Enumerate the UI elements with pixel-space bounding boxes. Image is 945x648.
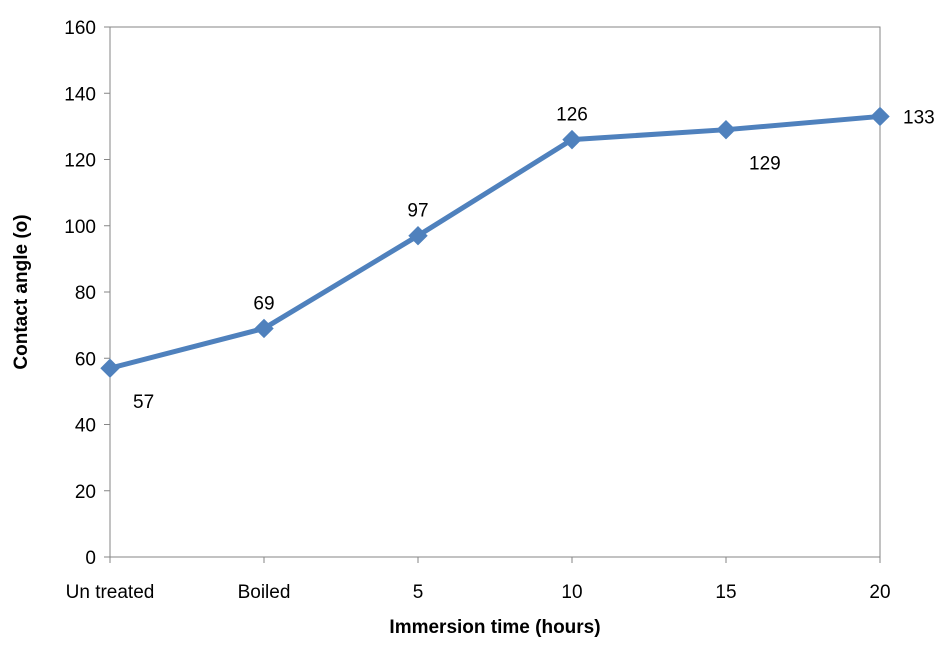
y-axis-title: Contact angle (o) [11,214,32,369]
series-line [109,113,881,371]
y-tick-label: 0 [85,548,96,569]
data-label: 57 [133,392,154,413]
y-tick-label: 160 [64,18,96,39]
data-labels-layer: 57 69 97 126 129 133 [133,105,935,414]
series-layer [100,106,890,378]
x-axis-title: Immersion time (hours) [389,617,600,638]
data-point-marker [870,106,890,127]
data-point-marker [408,225,428,246]
y-axis: 0 20 40 60 80 100 120 140 160 [64,18,110,569]
y-tick-label: 120 [64,151,96,172]
x-tick-label: 15 [715,582,736,603]
data-label: 69 [253,293,274,314]
data-label: 129 [749,154,781,175]
y-tick-label: 80 [75,283,96,304]
data-label: 133 [903,107,935,128]
y-tick-label: 100 [64,217,96,238]
x-tick-label: 5 [413,582,424,603]
y-tick-label: 140 [64,84,96,105]
data-point-marker [254,318,274,339]
x-tick-label: 10 [561,582,582,603]
x-axis: Un treated Boiled 5 10 15 20 [66,557,891,603]
data-label: 97 [407,201,428,222]
x-tick-label: Boiled [238,582,291,603]
data-label: 126 [556,105,588,126]
plot-area-frame [109,26,881,558]
y-tick-label: 40 [75,416,96,437]
data-point-marker [100,358,120,378]
y-tick-label: 20 [75,482,96,503]
y-tick-label: 60 [75,349,96,370]
x-tick-label: 20 [869,582,890,603]
x-tick-label: Un treated [66,582,155,603]
data-point-marker [562,129,582,150]
data-point-marker [716,119,736,140]
